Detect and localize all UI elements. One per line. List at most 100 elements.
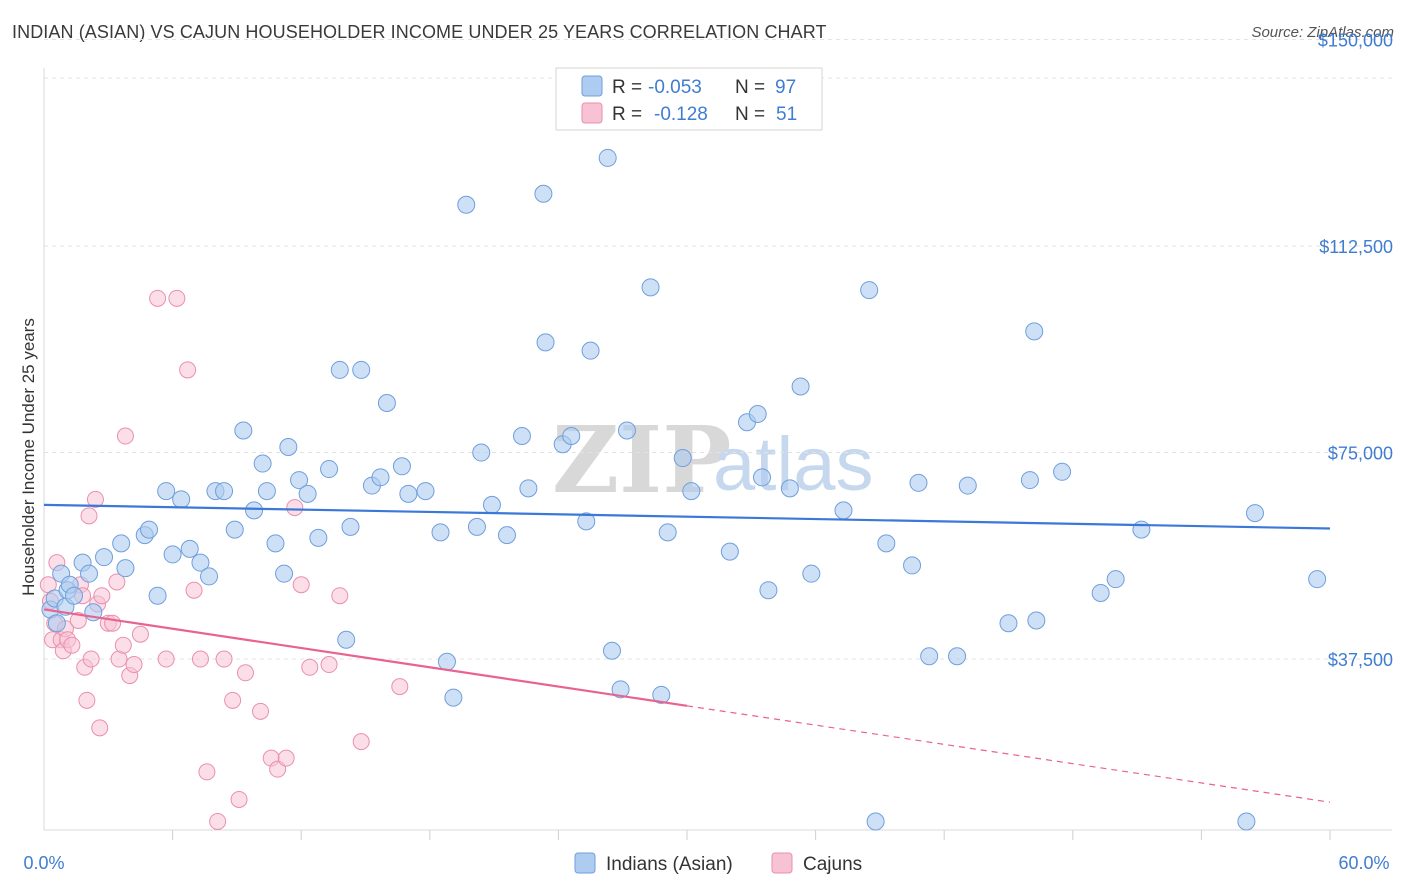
indians-asian-point (834, 501, 853, 520)
indians-asian-point (148, 586, 167, 605)
indians-asian-point (191, 553, 210, 572)
cajuns-point (331, 587, 349, 605)
indians-asian-point (245, 501, 264, 520)
legend-swatch-pink (581, 102, 603, 124)
indians-asian-point (253, 454, 272, 473)
indians-asian-point (581, 341, 600, 360)
indians-asian-point (791, 377, 810, 396)
indians-asian-point (200, 567, 219, 586)
cajuns-point (320, 656, 338, 674)
indians-asian-point (1027, 611, 1046, 630)
cajuns-point (86, 490, 104, 508)
gridlines (44, 39, 1392, 840)
cajuns-point (93, 587, 111, 605)
cajuns-point (286, 499, 304, 517)
cajuns-point (149, 289, 167, 307)
indians-asian-point (658, 523, 677, 542)
cajuns-point (292, 576, 310, 594)
y-tick-label: $150,000 (1318, 31, 1393, 51)
indians-asian-point (1053, 462, 1072, 481)
axes (43, 68, 1392, 831)
indians-asian-point (999, 614, 1018, 633)
indians-asian-point (748, 404, 767, 423)
x-tick-label-max: 60.0% (1338, 853, 1389, 873)
indians-asian-point (562, 427, 581, 446)
cajuns-trend-line (43, 608, 688, 707)
cajuns-point (131, 625, 149, 643)
indians-asian-point (467, 517, 486, 536)
indians-asian-point (472, 443, 491, 462)
cajuns-point (157, 650, 175, 668)
cajuns-point (82, 650, 100, 668)
legend-r-value-1: -0.053 (648, 77, 702, 98)
cajuns-point (69, 611, 87, 629)
indians-asian-point (457, 195, 476, 214)
cajuns-point (215, 650, 233, 668)
cajuns-point (277, 749, 295, 767)
cajuns-point (125, 656, 143, 674)
indians-asian-point (431, 523, 450, 542)
trend-lines (43, 503, 1331, 803)
indians-asian-point (497, 526, 516, 545)
indians-asian-point (65, 586, 84, 605)
indians-asian-point (298, 484, 317, 503)
indians-asian-point (673, 449, 692, 468)
indians-asian-point (377, 393, 396, 412)
indians-asian-point (920, 647, 939, 666)
y-tick-label: $75,000 (1328, 444, 1393, 464)
indians-asian-point (352, 360, 371, 379)
series-legend: Indians (Asian) Cajuns (574, 852, 862, 875)
cajuns-point (224, 691, 242, 709)
legend-r-value-2: -0.128 (654, 104, 708, 125)
indians-asian-point (536, 333, 555, 352)
indians-asian-point (958, 476, 977, 495)
indians-asian-point (641, 278, 660, 297)
indians-asian-point (617, 421, 636, 440)
indians-asian-point (215, 482, 234, 501)
indians-asian-point (399, 484, 418, 503)
cajuns-point (391, 678, 409, 696)
indians-asian-points (41, 148, 1327, 831)
series-swatch-cajuns (771, 852, 793, 874)
x-tick-label-min: 0.0% (23, 853, 64, 873)
indians-asian-point (903, 556, 922, 575)
indians-asian-point (1106, 570, 1125, 589)
series-swatch-indians (574, 852, 596, 874)
indians-asian-point (275, 564, 294, 583)
indians-asian-point (866, 812, 885, 831)
indians-asian-point (172, 490, 191, 509)
cajuns-point (91, 719, 109, 737)
indians-asian-point (416, 482, 435, 501)
indians-asian-point (602, 641, 621, 660)
indians-asian-point (1091, 583, 1110, 602)
indians-asian-point (309, 528, 328, 547)
indians-asian-point (1308, 570, 1327, 589)
indians-asian-point (112, 534, 131, 553)
indians-asian-point (95, 548, 114, 567)
cajuns-point (301, 658, 319, 676)
indians-asian-point (257, 482, 276, 501)
correlation-legend: R = -0.053 N = 97 R = -0.128 N = 51 (555, 67, 823, 131)
cajuns-point (104, 614, 122, 632)
cajuns-point (209, 812, 227, 830)
cajuns-point (198, 763, 216, 781)
chart-title: INDIAN (ASIAN) VS CAJUN HOUSEHOLDER INCO… (12, 22, 827, 42)
indians-asian-point (909, 473, 928, 492)
indians-asian-point (116, 559, 135, 578)
indians-asian-trend-line (43, 503, 1331, 530)
indians-asian-point (720, 542, 739, 561)
indians-asian-point (512, 427, 531, 446)
indians-asian-point (330, 360, 349, 379)
cajuns-point (116, 427, 134, 445)
legend-n-value-2: 51 (776, 104, 797, 125)
indians-asian-point (371, 468, 390, 487)
cajuns-point (80, 507, 98, 525)
y-tick-label: $37,500 (1328, 650, 1393, 670)
indians-asian-point (279, 438, 298, 457)
cajuns-point (251, 702, 269, 720)
indians-asian-point (682, 482, 701, 501)
indians-asian-point (140, 520, 159, 539)
x-tick-labels: 0.0% 60.0% (23, 853, 1389, 873)
cajuns-point (168, 289, 186, 307)
cajuns-point (108, 573, 126, 591)
